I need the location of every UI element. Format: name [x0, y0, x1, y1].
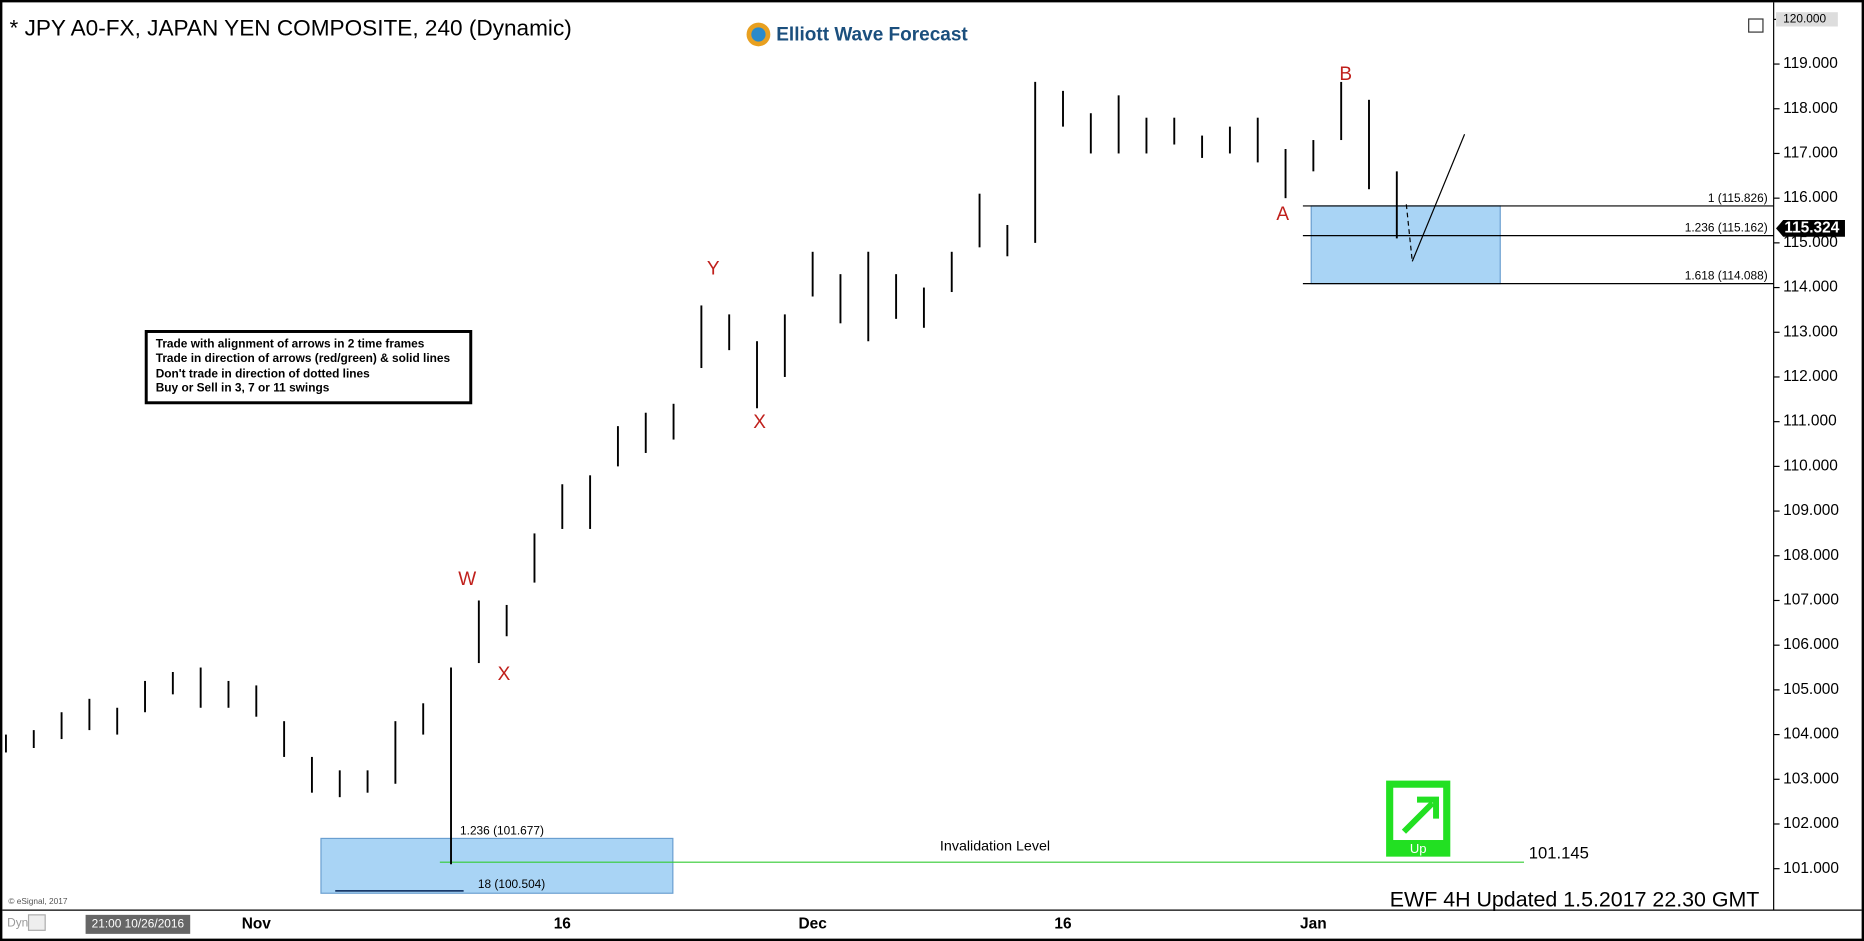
signal-arrow — [1401, 796, 1440, 834]
signal-label: Up — [1410, 841, 1427, 856]
last-price-label: 115.324 — [1784, 219, 1839, 236]
x-tick-label: Dec — [798, 915, 827, 932]
footer: EWF 4H Updated 1.5.2017 22.30 GMT — [1390, 887, 1760, 911]
y-tick-label: 110.000 — [1783, 457, 1838, 474]
mode: Dyn — [7, 915, 28, 929]
wave-label: Y — [707, 259, 720, 280]
signal-icon[interactable]: Up — [1386, 780, 1451, 857]
projection-solid — [1411, 134, 1466, 262]
mode-button[interactable] — [27, 914, 46, 931]
rules-frame — [144, 330, 473, 405]
wave-label: A — [1276, 204, 1289, 225]
y-tick-label: 103.000 — [1783, 770, 1839, 787]
y-tick-label: 118.000 — [1783, 100, 1838, 117]
y-tick-label: 113.000 — [1783, 323, 1838, 340]
wave-label: W — [458, 569, 476, 590]
window-button[interactable] — [1748, 18, 1764, 33]
y-tick-label: 101.000 — [1783, 860, 1839, 877]
x-tick-label: Jan — [1300, 915, 1327, 932]
y-tick-label: 104.000 — [1783, 726, 1839, 743]
wave-label: X — [498, 664, 511, 685]
y-tick-label: 109.000 — [1783, 502, 1839, 519]
wave-label: X — [753, 412, 766, 433]
lower-zone — [320, 837, 674, 894]
invalidation-value: 101.145 — [1529, 843, 1589, 862]
wave-label: B — [1339, 64, 1352, 85]
rule: Buy or Sell in 3, 7 or 11 swings — [156, 381, 330, 395]
y-tick-label: 119.000 — [1783, 55, 1838, 72]
y-tick-label: 111.000 — [1783, 413, 1837, 430]
x-tick-label: Nov — [242, 915, 272, 932]
y-tick-label: 107.000 — [1783, 592, 1839, 609]
x-tick-label: 16 — [1054, 915, 1072, 932]
y-tick-label: 102.000 — [1783, 815, 1839, 832]
y-tick-label: 116.000 — [1783, 189, 1838, 206]
logo-icon — [751, 27, 766, 42]
fib-label: 1 (115.826) — [1708, 191, 1768, 205]
fib-label: 18 (100.504) — [478, 877, 545, 891]
fib-label: 1.236 (115.162) — [1685, 221, 1768, 235]
y-tick-label: 117.000 — [1783, 145, 1838, 162]
y-tick-box — [1776, 12, 1838, 27]
fib-label: 1.618 (114.088) — [1685, 269, 1768, 283]
fib-label: 1.236 (101.677) — [460, 823, 544, 837]
logo-text: Elliott Wave Forecast — [776, 25, 968, 46]
rules-box: Trade with alignment of arrows in 2 time… — [144, 330, 473, 405]
rule: Trade in direction of arrows (red/green)… — [156, 351, 451, 365]
target-zone — [1310, 205, 1501, 285]
y-tick-label: 115.000 — [1783, 234, 1838, 251]
last-price-tag — [1776, 220, 1845, 237]
start-time-box — [85, 914, 191, 934]
y-tick-label: 120.000 — [1783, 11, 1826, 25]
start-time: 21:00 10/26/2016 — [92, 917, 185, 931]
y-tick-label: 105.000 — [1783, 681, 1839, 698]
rule: Trade with alignment of arrows in 2 time… — [156, 337, 425, 351]
y-tick-label: 112.000 — [1783, 368, 1838, 385]
projection-dashed — [1405, 204, 1413, 262]
x-tick-label: 16 — [554, 915, 572, 932]
y-tick-label: 108.000 — [1783, 547, 1839, 564]
chart-title: * JPY A0-FX, JAPAN YEN COMPOSITE, 240 (D… — [10, 16, 572, 41]
y-tick-label: 106.000 — [1783, 636, 1839, 653]
y-tick-label: 114.000 — [1783, 279, 1838, 296]
logo: Elliott Wave Forecast — [746, 22, 968, 47]
copyright: © eSignal, 2017 — [8, 896, 68, 906]
rule: Don't trade in direction of dotted lines — [156, 366, 370, 380]
invalidation-label: Invalidation Level — [940, 839, 1050, 855]
